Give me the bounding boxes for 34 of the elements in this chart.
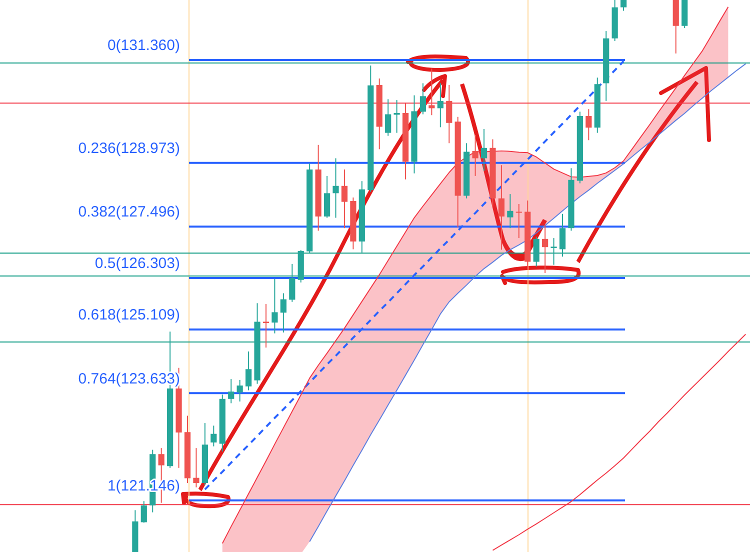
candlestick (533, 236, 540, 268)
candlestick (245, 350, 252, 391)
ref-line-label: 0.382(127.496) (78, 204, 180, 221)
ref-line-label: 0.5(126.303) (94, 255, 180, 272)
candlestick (280, 292, 286, 333)
ref-line-label: 0.618(125.109) (78, 306, 180, 324)
candlestick (586, 108, 592, 141)
candlestick (428, 68, 435, 116)
ref-line-label: 0(131.360) (107, 37, 180, 54)
candlestick (289, 263, 296, 302)
candlestick (542, 224, 548, 274)
candlestick (236, 379, 243, 402)
ref-line-label: 0.236(128.973) (78, 140, 180, 158)
candlestick (498, 164, 505, 250)
candlestick (210, 425, 217, 447)
candlestick (140, 500, 147, 524)
candlestick (272, 278, 278, 334)
candlestick (620, 0, 627, 12)
candlestick (446, 84, 452, 144)
candlestick (420, 82, 426, 115)
candlestick (516, 203, 522, 239)
candlestick (324, 175, 330, 218)
candlestick (262, 304, 270, 348)
candlestick (559, 213, 566, 258)
candlestick (437, 82, 444, 128)
candlestick (480, 128, 488, 172)
candlestick (193, 448, 200, 488)
candlestick (550, 238, 557, 266)
candlestick (228, 378, 234, 404)
candlestick (385, 98, 392, 136)
candlestick (341, 168, 348, 229)
candlestick (507, 194, 514, 229)
candlestick (472, 134, 478, 176)
candlestick (332, 158, 339, 218)
